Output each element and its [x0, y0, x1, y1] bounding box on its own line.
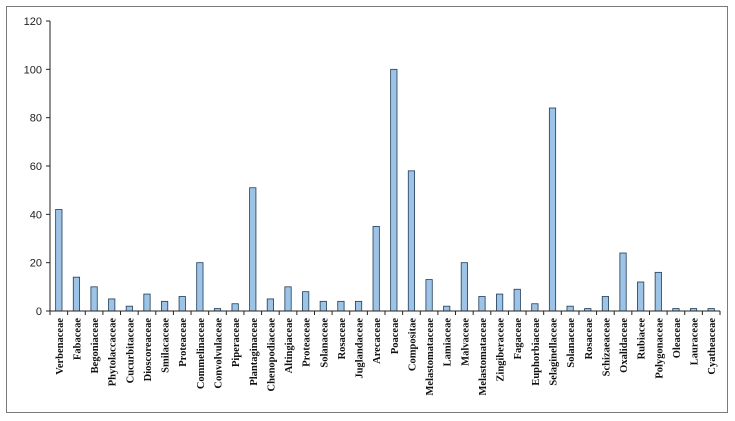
x-tick-label: Selaginellaceae	[549, 318, 560, 386]
x-tick-label: Proteaceae	[302, 318, 313, 367]
bar	[513, 288, 521, 312]
x-tick-label: Polygonaceae	[654, 318, 665, 379]
bar	[266, 298, 274, 312]
x-tick-label: Lamiaceae	[443, 318, 454, 367]
x-tick-label: Solanaceae	[566, 318, 577, 368]
x-axis: Verbenaceae Fabaceae Begoniaceae Phytolacca…	[49, 310, 721, 396]
x-tick-label: Cyatheaceae	[707, 318, 718, 375]
bar	[354, 300, 363, 312]
x-tick-label: Proteaceae	[178, 318, 189, 367]
bar	[161, 300, 169, 312]
x-tick-label: Phytolaccaceae	[108, 318, 119, 387]
bar	[460, 262, 468, 312]
bar	[478, 296, 486, 312]
x-tick-label: Lauraceae	[690, 318, 701, 366]
bar	[143, 293, 151, 312]
chart-frame	[6, 6, 728, 413]
x-tick-label: Rosaceae	[337, 318, 348, 360]
x-tick-label: Solanaceae	[319, 318, 330, 368]
y-tick-label: 40	[30, 209, 42, 221]
x-tick-label: Altingiaceae	[284, 318, 295, 374]
y-tick-label: 80	[30, 113, 42, 125]
x-tick-label: Melastomataceae	[425, 318, 436, 396]
bar	[302, 291, 310, 312]
x-tick-label: Fagaceae	[513, 318, 524, 360]
x-tick-label: Euphorbiaceae	[531, 318, 542, 386]
bar	[196, 262, 204, 312]
bar	[654, 271, 662, 312]
bar	[125, 305, 133, 312]
bar	[55, 209, 63, 312]
x-tick-label: Oxalidaceae	[619, 318, 630, 373]
bar	[601, 296, 609, 312]
bar	[284, 286, 292, 312]
bar	[407, 170, 416, 312]
bar	[337, 300, 345, 312]
x-tick-label: Smilacaceae	[161, 318, 172, 373]
y-tick-label: 120	[24, 16, 42, 28]
x-tick-label: Rosaceae	[584, 318, 595, 360]
bar	[566, 305, 574, 312]
x-tick-label: Zingiberaceae	[496, 318, 507, 382]
bar	[72, 276, 81, 312]
x-tick-label: Convolvulaceae	[214, 318, 225, 389]
x-tick-label: Commelinaceae	[196, 318, 207, 389]
bar	[178, 296, 186, 312]
bar	[425, 279, 433, 312]
bar	[496, 293, 504, 312]
bar	[531, 303, 539, 312]
bar	[108, 298, 116, 312]
bar	[90, 286, 98, 312]
bar	[390, 68, 398, 312]
y-tick-label: 20	[30, 258, 42, 270]
bar	[372, 226, 380, 312]
bar	[249, 187, 257, 312]
bar	[443, 305, 451, 312]
x-tick-label: Rubiacee	[637, 318, 648, 360]
x-tick-label: Plantaginaceae	[249, 318, 260, 386]
y-tick-label: 60	[30, 161, 42, 173]
bar	[231, 303, 239, 312]
x-tick-label: Cucurbitaceae	[125, 318, 136, 384]
y-tick-label: 100	[24, 64, 42, 76]
y-axis: 0 20 40 60 80 100 120	[24, 16, 51, 318]
bar	[548, 107, 557, 312]
y-tick-label: 0	[36, 306, 42, 318]
x-tick-label: Arecaceae	[372, 318, 383, 364]
x-tick-label: Malvaceae	[460, 318, 471, 366]
x-tick-label: Poaceae	[390, 318, 401, 354]
x-tick-label: Melastomataceae	[478, 318, 489, 396]
x-tick-label: Juglandaceae	[355, 318, 366, 379]
x-tick-label: Compositae	[407, 318, 418, 371]
x-tick-label: Begoniaceae	[90, 318, 101, 374]
x-tick-label: Verbenaceae	[55, 318, 66, 375]
bar	[319, 300, 327, 312]
x-tick-label: Schizaeaceae	[601, 318, 612, 377]
bar	[619, 252, 627, 312]
bars	[55, 68, 715, 312]
x-tick-label: Piperaceae	[231, 318, 242, 367]
x-tick-label: Dioscoreaceae	[143, 318, 154, 382]
x-tick-label: Oleaceae	[672, 318, 683, 359]
x-tick-label: Fabaceae	[72, 318, 83, 360]
x-tick-label: Chenopodiaceae	[266, 318, 277, 392]
bar	[637, 281, 645, 312]
